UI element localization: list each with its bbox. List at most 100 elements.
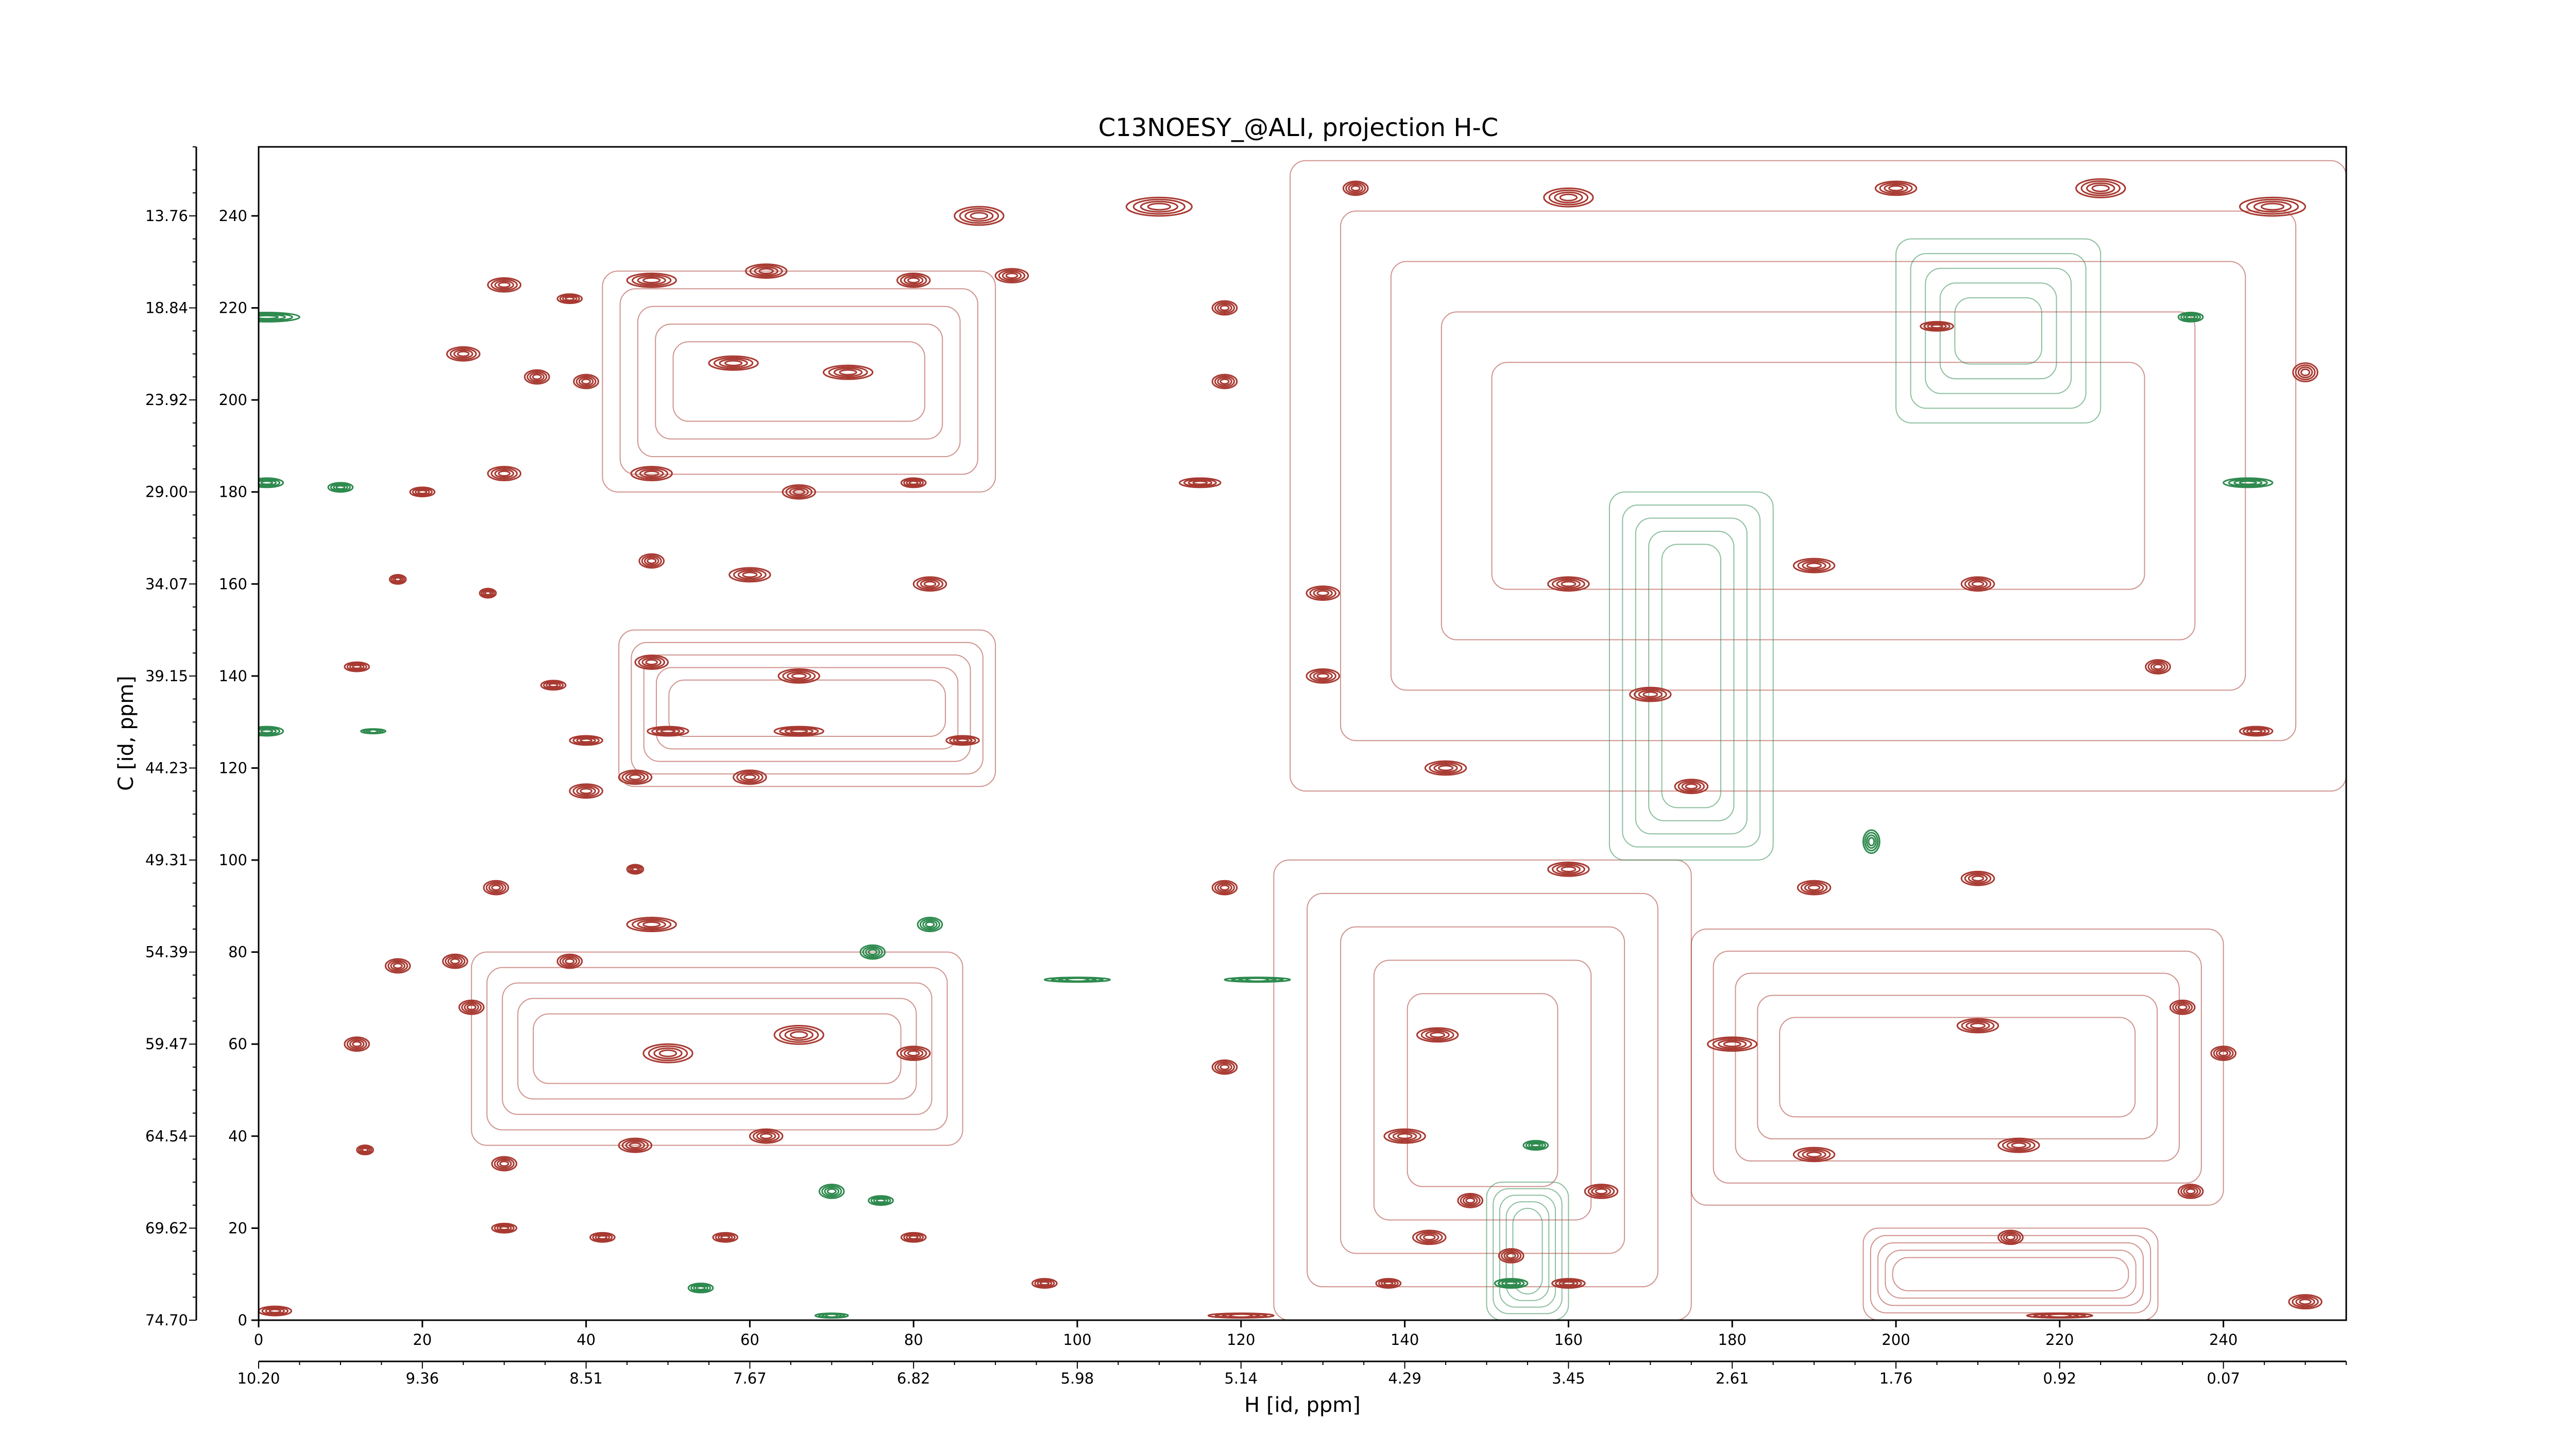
contour-line xyxy=(672,341,925,422)
contour-line xyxy=(2246,728,2266,735)
contour-line xyxy=(2080,180,2121,196)
contour-line xyxy=(1712,1038,1752,1051)
contour-line xyxy=(1462,1195,1478,1205)
contour-line xyxy=(865,947,880,957)
contour-line xyxy=(412,487,433,497)
contour-line xyxy=(642,277,661,284)
contour-line xyxy=(641,658,662,667)
positive-peak xyxy=(479,587,497,599)
contour-line xyxy=(387,959,409,972)
contour-line xyxy=(259,728,277,735)
contour-line xyxy=(647,558,657,564)
x-ppm-label: 2.61 xyxy=(1716,1370,1749,1387)
contour-line xyxy=(792,488,806,495)
contour-line xyxy=(1147,203,1172,211)
negative-peak xyxy=(1862,829,1880,854)
positive-peak xyxy=(708,355,759,371)
contour-line xyxy=(485,881,506,894)
positive-peak xyxy=(900,1232,927,1243)
positive-peak xyxy=(1797,880,1832,896)
positive-peak xyxy=(647,726,689,737)
contour-line xyxy=(994,268,1029,283)
negative-peak xyxy=(259,726,284,737)
contour-line xyxy=(1140,200,1179,213)
contour-line xyxy=(1348,183,1364,193)
y-ppm-label: 59.47 xyxy=(145,1035,188,1053)
x-tick-label: 60 xyxy=(740,1331,759,1349)
contour-line xyxy=(556,953,583,969)
contour-line xyxy=(1713,950,2202,1184)
contour-line xyxy=(1179,477,1222,488)
contour-line xyxy=(414,488,430,496)
contour-line xyxy=(597,1235,607,1240)
positive-peak xyxy=(1207,1312,1275,1319)
x-ppm-label: 5.14 xyxy=(1225,1370,1258,1387)
contour-line xyxy=(784,1029,814,1041)
contour-line xyxy=(565,296,575,301)
negative-peak xyxy=(818,1184,845,1199)
y-ppm-label: 64.54 xyxy=(145,1127,188,1145)
contour-line xyxy=(724,360,743,366)
contour-line xyxy=(754,266,778,276)
contour-line xyxy=(784,728,814,735)
positive-peak xyxy=(994,268,1029,283)
contour-line xyxy=(2292,1295,2319,1308)
positive-peak xyxy=(1547,576,1590,592)
positive-peak xyxy=(733,769,767,785)
contour-line xyxy=(1214,881,1235,894)
contour-line xyxy=(569,783,603,799)
positive-peak xyxy=(1960,870,1995,886)
contour-line xyxy=(453,349,473,359)
contour-line xyxy=(626,273,677,288)
contour-line xyxy=(356,1144,374,1156)
chart-title: C13NOESY_@ALI, projection H-C xyxy=(1098,113,1499,142)
positive-peak xyxy=(634,654,669,670)
contour-line xyxy=(1879,182,1913,195)
contour-line xyxy=(491,884,501,891)
positive-peak xyxy=(1416,1027,1459,1043)
contour-line xyxy=(953,737,973,744)
negative-peak xyxy=(917,917,943,932)
contour-line xyxy=(471,951,963,1146)
contour-line xyxy=(1723,1041,1741,1048)
contour-line xyxy=(1802,1150,1826,1159)
contour-line xyxy=(1188,479,1213,486)
contour-line xyxy=(333,484,348,491)
contour-line xyxy=(717,1234,733,1241)
contour-line xyxy=(773,1025,824,1045)
positive-peak xyxy=(2288,1294,2323,1310)
contour-line xyxy=(1457,1192,1484,1208)
contour-region xyxy=(1290,160,2346,792)
contour-line xyxy=(450,958,460,965)
contour-line xyxy=(2185,1188,2196,1195)
contour-line xyxy=(1954,297,2042,365)
contour-line xyxy=(464,1002,479,1012)
contour-line xyxy=(540,680,567,691)
contour-line xyxy=(494,1157,515,1170)
contour-line xyxy=(576,737,596,744)
contour-line xyxy=(1219,1064,1230,1070)
contour-line xyxy=(479,587,497,599)
contour-line xyxy=(1316,590,1330,597)
contour-line xyxy=(621,1139,649,1152)
contour-line xyxy=(2000,1231,2021,1244)
contour-line xyxy=(490,278,518,291)
positive-peak xyxy=(773,1025,824,1045)
contour-line xyxy=(637,306,961,458)
contour-line xyxy=(390,961,405,971)
contour-line xyxy=(1707,1036,1758,1052)
positive-peak xyxy=(2145,659,2171,675)
contour-line xyxy=(1316,672,1330,679)
negative-peak xyxy=(868,1195,894,1206)
contour-line xyxy=(642,921,661,928)
contour-line xyxy=(790,729,808,734)
contour-line xyxy=(643,470,659,477)
x-axis: 0 10.20 20 9.36 40 8.51 60 7.67 80 6.82 100 5.98 120… xyxy=(237,1320,2347,1387)
x-ppm-label: 8.51 xyxy=(569,1370,603,1387)
contour-line xyxy=(752,1130,780,1142)
contour-line xyxy=(1214,375,1235,388)
positive-peak xyxy=(556,293,583,305)
contour-line xyxy=(1868,837,1875,847)
contour-line xyxy=(621,771,649,784)
